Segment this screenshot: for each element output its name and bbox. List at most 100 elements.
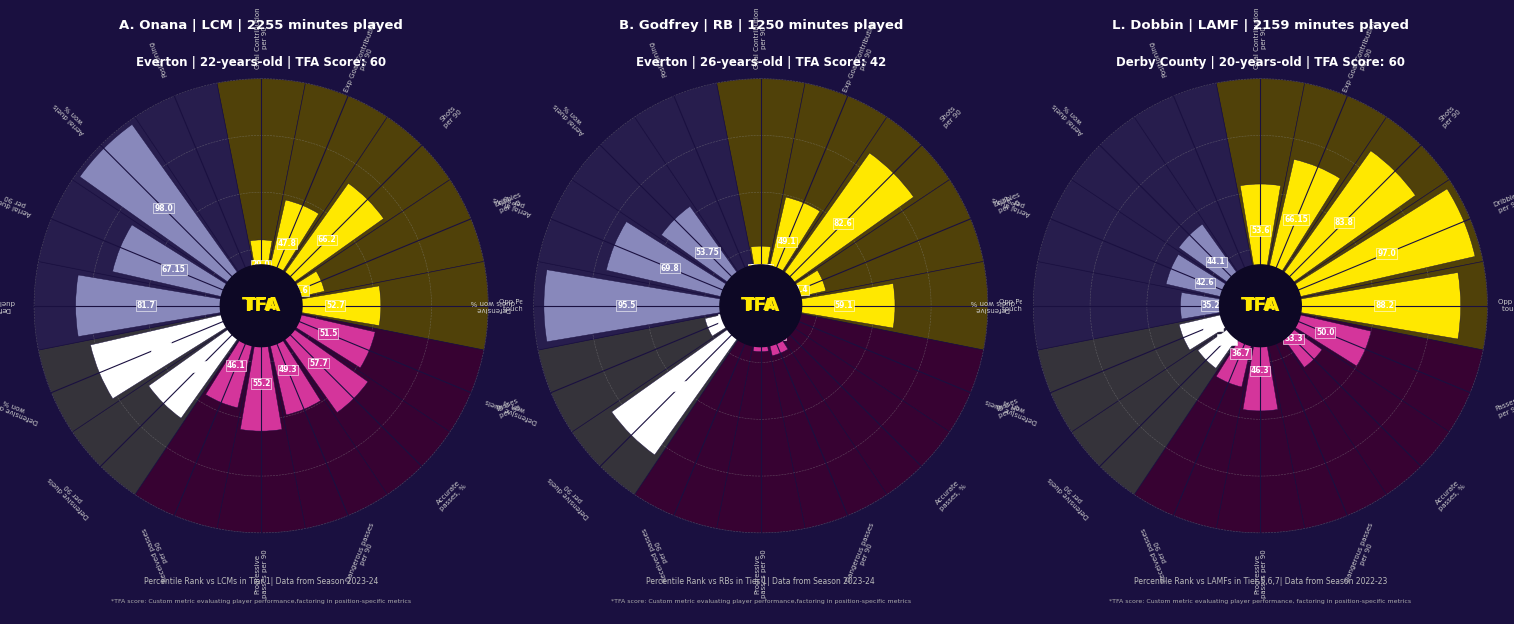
Bar — [262, 306, 368, 412]
Bar — [38, 306, 262, 432]
Bar — [33, 261, 262, 350]
Text: Everton | 22-years-old | TFA Score: 60: Everton | 22-years-old | TFA Score: 60 — [136, 56, 386, 69]
Text: Aerial duels
won %: Aerial duels won % — [53, 97, 91, 135]
Text: Dangerous passes
per 90: Dangerous passes per 90 — [845, 522, 881, 585]
Bar — [262, 183, 383, 306]
Bar — [537, 306, 760, 432]
Text: 25.2: 25.2 — [719, 315, 737, 324]
Bar — [760, 83, 887, 306]
Text: Opp Penalty area
touches per 90: Opp Penalty area touches per 90 — [500, 300, 559, 312]
Text: 49.1: 49.1 — [778, 237, 796, 246]
Text: *TFA score: Custom metric evaluating player performance,factoring in position-sp: *TFA score: Custom metric evaluating pla… — [111, 599, 412, 604]
Text: Exp Goal Contribution
per 90: Exp Goal Contribution per 90 — [344, 20, 385, 96]
Text: 26.25: 26.25 — [749, 265, 772, 273]
Bar — [1260, 189, 1475, 306]
Bar — [1072, 306, 1260, 495]
Bar — [760, 180, 984, 306]
Text: TFA: TFA — [1240, 296, 1281, 315]
Text: 95.5: 95.5 — [618, 301, 636, 310]
Bar — [1260, 306, 1322, 368]
Bar — [1260, 273, 1461, 339]
Bar — [217, 79, 306, 306]
Text: Progressive
passes per 90: Progressive passes per 90 — [754, 549, 768, 598]
Bar — [716, 306, 805, 533]
Text: 66.2: 66.2 — [318, 235, 336, 245]
Bar — [634, 306, 760, 529]
Text: 22.57: 22.57 — [762, 331, 784, 339]
Bar — [135, 306, 262, 529]
Text: 4.4: 4.4 — [760, 304, 774, 313]
Bar — [262, 306, 450, 495]
Text: Goal Contribution
per 90: Goal Contribution per 90 — [754, 7, 768, 69]
Bar — [706, 306, 760, 336]
Bar — [262, 306, 484, 432]
Text: Passes
per 90: Passes per 90 — [995, 398, 1022, 419]
Bar — [1198, 306, 1260, 368]
Text: Aerial duels
won %: Aerial duels won % — [1052, 97, 1090, 135]
Text: TFA: TFA — [241, 296, 282, 315]
Text: Positioning: Positioning — [148, 39, 168, 77]
Text: Defensive duels
won %: Defensive duels won % — [984, 392, 1042, 425]
Bar — [1240, 184, 1281, 306]
Bar — [262, 306, 375, 368]
Text: 97.0: 97.0 — [1378, 249, 1396, 258]
Bar — [206, 306, 262, 408]
Text: 57.7: 57.7 — [309, 359, 329, 368]
Text: Defensive duels
per 90: Defensive duels per 90 — [547, 471, 595, 520]
Text: Dangerous passes
per 90: Dangerous passes per 90 — [345, 522, 382, 585]
Text: 36.7: 36.7 — [1204, 321, 1222, 330]
Bar — [1216, 79, 1305, 306]
Bar — [760, 306, 984, 432]
Bar — [537, 180, 760, 306]
Text: B. Godfrey | RB | 1250 minutes played: B. Godfrey | RB | 1250 minutes played — [619, 19, 902, 32]
Bar — [760, 306, 771, 315]
Bar — [1134, 83, 1260, 306]
Text: Exp Goal Contribution
per 90: Exp Goal Contribution per 90 — [1343, 20, 1384, 96]
Bar — [612, 306, 760, 455]
Polygon shape — [221, 265, 301, 346]
Text: 28.6: 28.6 — [289, 286, 307, 295]
Text: 52.7: 52.7 — [326, 301, 345, 310]
Bar — [262, 83, 388, 306]
Bar — [262, 180, 484, 306]
Text: 42.6: 42.6 — [1196, 278, 1214, 287]
Bar — [217, 306, 306, 533]
Text: Passes
per 90: Passes per 90 — [495, 398, 522, 419]
Bar — [760, 306, 949, 495]
Bar — [38, 180, 262, 306]
Text: 20.2: 20.2 — [751, 329, 771, 339]
Text: Exp Goal Contribution
per 90: Exp Goal Contribution per 90 — [843, 20, 884, 96]
Bar — [533, 261, 760, 350]
Text: 59.1: 59.1 — [834, 301, 854, 310]
Text: Opp Penalty area
touches per 90: Opp Penalty area touches per 90 — [999, 300, 1058, 312]
Text: Defensive
duels won %: Defensive duels won % — [471, 300, 515, 312]
Text: 51.5: 51.5 — [319, 329, 338, 338]
Text: Accurate
passes, %: Accurate passes, % — [933, 479, 967, 512]
Bar — [1260, 306, 1387, 529]
Bar — [1166, 255, 1260, 306]
Text: Shots
per 90: Shots per 90 — [937, 104, 963, 129]
Text: 53.6: 53.6 — [1251, 226, 1270, 235]
Bar — [250, 240, 273, 306]
Bar — [1181, 293, 1260, 319]
Bar — [760, 306, 787, 356]
Text: Goal Contribution
per 90: Goal Contribution per 90 — [254, 7, 268, 69]
Text: TFA: TFA — [245, 298, 277, 313]
Text: Everton | 26-years-old | TFA Score: 42: Everton | 26-years-old | TFA Score: 42 — [636, 56, 886, 69]
Bar — [1260, 261, 1487, 350]
Bar — [262, 286, 382, 326]
Text: 69.8: 69.8 — [660, 264, 680, 273]
Text: Progressive
passes per 90: Progressive passes per 90 — [1254, 549, 1267, 598]
Text: *TFA score: Custom metric evaluating player performance,factoring in position-sp: *TFA score: Custom metric evaluating pla… — [610, 599, 911, 604]
Polygon shape — [1220, 265, 1301, 346]
Text: 88.2: 88.2 — [1375, 301, 1394, 310]
Bar — [1072, 117, 1260, 306]
Text: Percentile Rank vs LAMFs in Tier 5,6,7| Data from Season 2022-23: Percentile Rank vs LAMFs in Tier 5,6,7| … — [1134, 577, 1387, 586]
Bar — [73, 117, 262, 306]
Text: 83.8: 83.8 — [1334, 218, 1354, 227]
Text: 98.0: 98.0 — [154, 203, 173, 213]
Bar — [634, 83, 760, 306]
Text: 13.2: 13.2 — [1258, 318, 1276, 328]
Bar — [1216, 306, 1305, 533]
Bar — [1243, 306, 1278, 411]
